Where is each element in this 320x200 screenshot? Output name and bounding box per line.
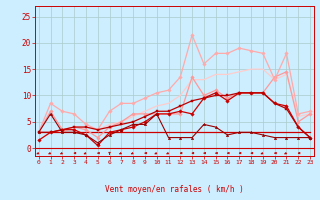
X-axis label: Vent moyen/en rafales ( km/h ): Vent moyen/en rafales ( km/h ) (105, 185, 244, 194)
